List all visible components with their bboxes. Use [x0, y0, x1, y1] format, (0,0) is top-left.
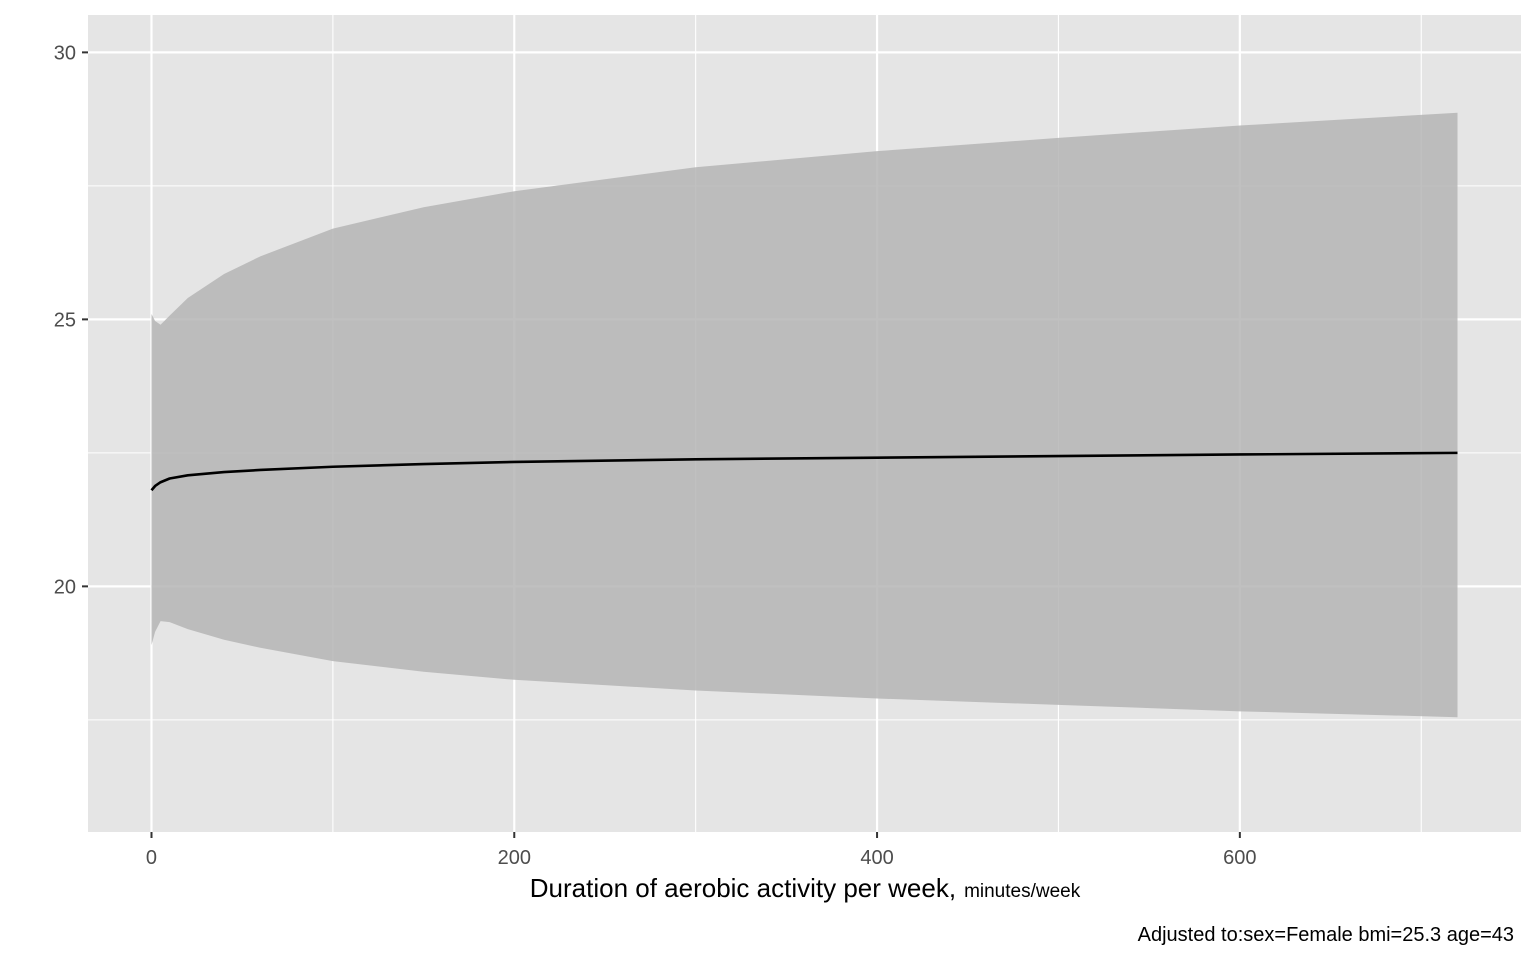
x-tick-label: 400	[860, 847, 893, 869]
x-tick-label: 0	[146, 847, 157, 869]
x-axis-title-text: Duration of aerobic activity per week,	[530, 873, 956, 903]
series-line	[150, 451, 1458, 492]
x-tick-label: 600	[1223, 847, 1256, 869]
x-tick-label: 200	[498, 847, 531, 869]
y-tick-label: 25	[54, 309, 76, 331]
x-axis-unit: minutes/week	[964, 881, 1081, 902]
y-tick-label: 30	[54, 42, 76, 64]
x-axis-title: Duration of aerobic activity per week, mi…	[530, 873, 1081, 903]
caption: Adjusted to:sex=Female bmi=25.3 age=43	[1138, 924, 1514, 946]
y-tick-label: 20	[54, 576, 76, 598]
confidence-ribbon	[151, 112, 1458, 718]
data-layer	[150, 112, 1458, 718]
axes: 0 200 400 600 20 25 30	[54, 42, 1257, 869]
